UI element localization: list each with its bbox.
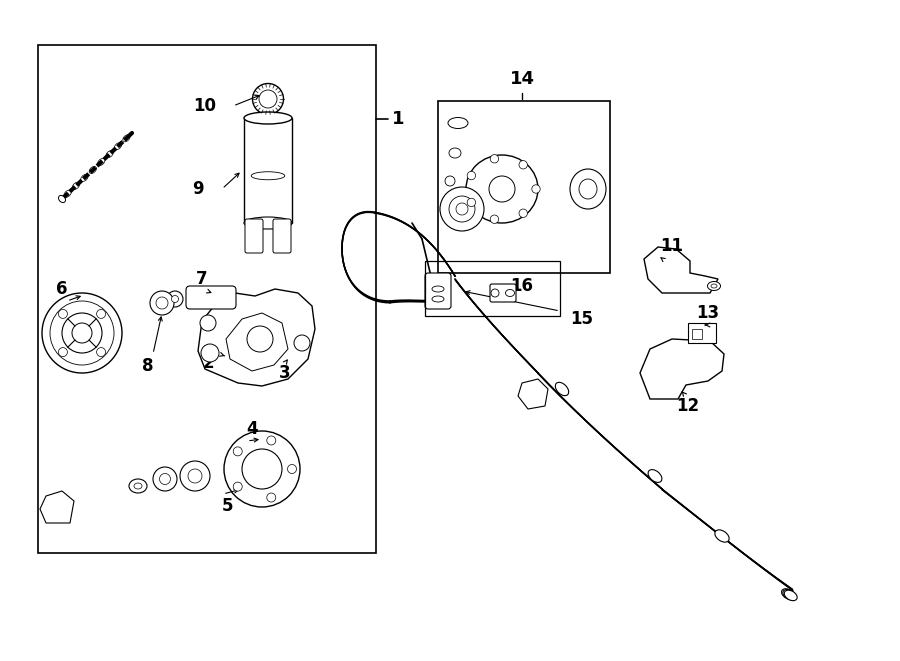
Circle shape (96, 309, 105, 319)
Circle shape (188, 469, 202, 483)
Ellipse shape (555, 382, 569, 396)
FancyBboxPatch shape (273, 219, 291, 253)
Circle shape (96, 348, 105, 356)
Text: 1: 1 (392, 110, 404, 128)
Ellipse shape (251, 172, 284, 180)
Circle shape (266, 436, 275, 445)
Ellipse shape (707, 282, 721, 290)
Circle shape (224, 431, 300, 507)
Circle shape (467, 171, 475, 180)
Ellipse shape (579, 179, 597, 199)
Text: 10: 10 (194, 97, 217, 115)
Text: 4: 4 (247, 420, 257, 438)
Polygon shape (198, 289, 315, 386)
Text: 15: 15 (571, 310, 593, 328)
FancyBboxPatch shape (186, 286, 236, 309)
Circle shape (200, 315, 216, 331)
Bar (38, 45, 376, 553)
Ellipse shape (489, 176, 515, 202)
Circle shape (266, 493, 275, 502)
Circle shape (62, 313, 102, 353)
Ellipse shape (506, 290, 515, 297)
Circle shape (519, 209, 527, 217)
Ellipse shape (134, 483, 142, 489)
Ellipse shape (448, 118, 468, 128)
Ellipse shape (781, 589, 795, 600)
Text: 7: 7 (196, 270, 208, 288)
Circle shape (156, 297, 168, 309)
Polygon shape (640, 339, 724, 399)
Ellipse shape (445, 176, 455, 186)
Text: 6: 6 (56, 280, 68, 298)
Text: 8: 8 (142, 357, 154, 375)
Ellipse shape (129, 479, 147, 493)
Bar (692, 329, 702, 339)
Ellipse shape (244, 112, 292, 124)
Circle shape (519, 161, 527, 169)
Circle shape (233, 482, 242, 491)
Bar (244, 118, 292, 223)
Circle shape (72, 323, 92, 343)
Text: 5: 5 (222, 497, 234, 515)
Text: 11: 11 (661, 237, 683, 255)
Polygon shape (226, 313, 288, 371)
Circle shape (150, 291, 174, 315)
Ellipse shape (711, 284, 717, 288)
Circle shape (287, 465, 296, 473)
Bar (688, 323, 716, 343)
Ellipse shape (783, 590, 796, 600)
Circle shape (180, 461, 210, 491)
Bar (425, 261, 560, 316)
Circle shape (532, 185, 540, 193)
Text: 2: 2 (202, 354, 214, 372)
Circle shape (449, 196, 475, 222)
Circle shape (42, 293, 122, 373)
Text: 14: 14 (509, 70, 535, 88)
Ellipse shape (167, 291, 183, 307)
Circle shape (294, 335, 310, 351)
Ellipse shape (466, 155, 538, 223)
Circle shape (491, 155, 499, 163)
Circle shape (153, 467, 177, 491)
Ellipse shape (648, 469, 662, 483)
Ellipse shape (58, 196, 66, 202)
Polygon shape (40, 491, 74, 523)
Circle shape (253, 83, 284, 114)
Circle shape (233, 447, 242, 456)
FancyBboxPatch shape (245, 219, 263, 253)
Ellipse shape (432, 296, 444, 302)
Ellipse shape (570, 169, 606, 209)
Circle shape (58, 309, 68, 319)
Circle shape (50, 301, 114, 365)
Ellipse shape (244, 217, 292, 229)
FancyBboxPatch shape (425, 273, 451, 309)
Ellipse shape (491, 289, 499, 297)
Circle shape (58, 348, 68, 356)
Circle shape (201, 344, 219, 362)
Ellipse shape (784, 590, 797, 601)
Ellipse shape (172, 295, 178, 303)
Text: 9: 9 (193, 180, 203, 198)
Circle shape (440, 187, 484, 231)
Text: 12: 12 (677, 397, 699, 415)
Circle shape (242, 449, 282, 489)
Text: 16: 16 (510, 277, 534, 295)
Circle shape (456, 203, 468, 215)
Circle shape (159, 473, 170, 485)
Circle shape (259, 90, 277, 108)
Circle shape (247, 326, 273, 352)
FancyBboxPatch shape (490, 284, 516, 302)
Polygon shape (518, 379, 548, 409)
Circle shape (467, 198, 475, 207)
Ellipse shape (449, 148, 461, 158)
Bar (438, 101, 610, 273)
Text: 3: 3 (279, 364, 291, 382)
Ellipse shape (715, 530, 729, 542)
Polygon shape (644, 247, 718, 293)
Ellipse shape (432, 286, 444, 292)
Text: 13: 13 (697, 304, 720, 322)
Circle shape (491, 215, 499, 223)
